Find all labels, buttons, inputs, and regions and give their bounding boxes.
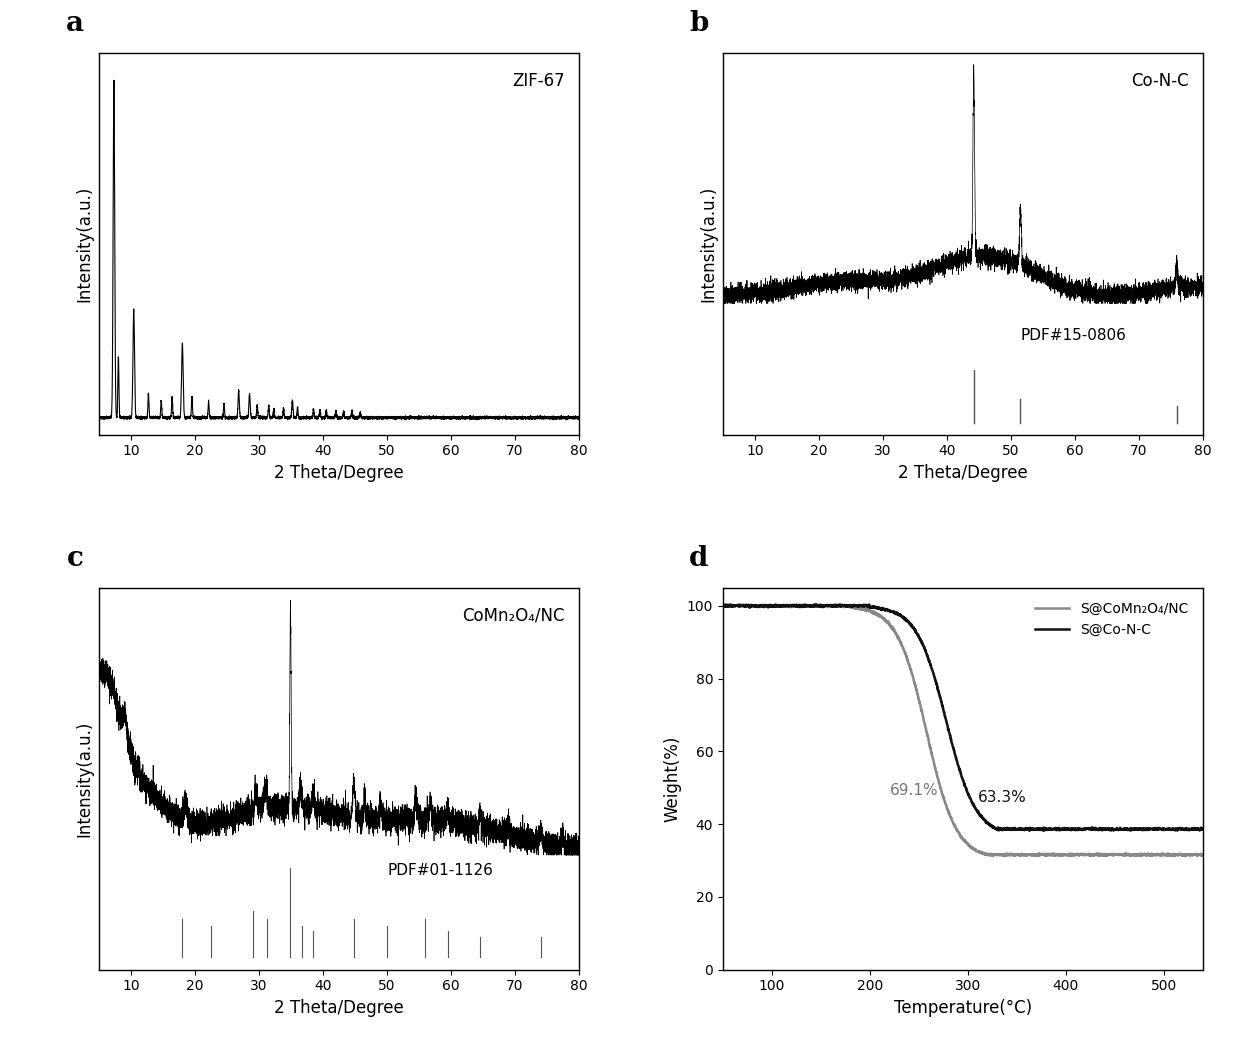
S@CoMn₂O₄/NC (949, 823, 963, 836)
Text: PDF#01-1126: PDF#01-1126 (387, 862, 494, 878)
Text: 69.1%: 69.1% (889, 783, 939, 798)
Text: a: a (66, 11, 84, 37)
S@CoMn₂O₄/NC (1182, 848, 1197, 861)
Legend: S@CoMn₂O₄/NC, S@Co-N-C: S@CoMn₂O₄/NC, S@Co-N-C (1028, 594, 1195, 643)
S@Co-N-C (1182, 822, 1197, 835)
Y-axis label: Intensity(a.u.): Intensity(a.u.) (699, 186, 718, 301)
Text: PDF#15-0806: PDF#15-0806 (1021, 328, 1126, 343)
Line: S@CoMn₂O₄/NC: S@CoMn₂O₄/NC (723, 604, 1203, 856)
S@CoMn₂O₄/NC (936, 792, 951, 804)
Line: S@Co-N-C: S@Co-N-C (723, 604, 1203, 831)
S@Co-N-C (949, 753, 963, 765)
S@Co-N-C (1022, 824, 1037, 837)
X-axis label: 2 Theta/Degree: 2 Theta/Degree (274, 999, 404, 1017)
Text: c: c (67, 545, 83, 572)
Y-axis label: Intensity(a.u.): Intensity(a.u.) (76, 721, 94, 837)
S@Co-N-C (936, 705, 951, 718)
X-axis label: 2 Theta/Degree: 2 Theta/Degree (274, 464, 404, 482)
S@Co-N-C (1195, 822, 1210, 835)
Text: b: b (689, 11, 709, 37)
S@Co-N-C (715, 600, 730, 612)
Text: ZIF-67: ZIF-67 (512, 72, 564, 90)
Text: d: d (689, 545, 709, 572)
S@Co-N-C (1182, 823, 1197, 836)
Text: CoMn₂O₄/NC: CoMn₂O₄/NC (463, 607, 564, 625)
S@CoMn₂O₄/NC (718, 598, 733, 610)
S@Co-N-C (717, 598, 732, 610)
S@CoMn₂O₄/NC (1182, 848, 1197, 861)
S@Co-N-C (740, 599, 755, 611)
S@CoMn₂O₄/NC (1094, 848, 1109, 861)
Text: 63.3%: 63.3% (977, 790, 1027, 805)
S@Co-N-C (1094, 823, 1109, 836)
S@CoMn₂O₄/NC (1168, 850, 1183, 862)
Text: Co-N-C: Co-N-C (1131, 72, 1188, 90)
Y-axis label: Weight(%): Weight(%) (663, 736, 681, 822)
S@CoMn₂O₄/NC (1195, 848, 1210, 861)
X-axis label: Temperature(°C): Temperature(°C) (894, 999, 1032, 1017)
S@CoMn₂O₄/NC (740, 600, 755, 612)
S@CoMn₂O₄/NC (715, 600, 730, 612)
Y-axis label: Intensity(a.u.): Intensity(a.u.) (76, 186, 94, 301)
X-axis label: 2 Theta/Degree: 2 Theta/Degree (898, 464, 1028, 482)
